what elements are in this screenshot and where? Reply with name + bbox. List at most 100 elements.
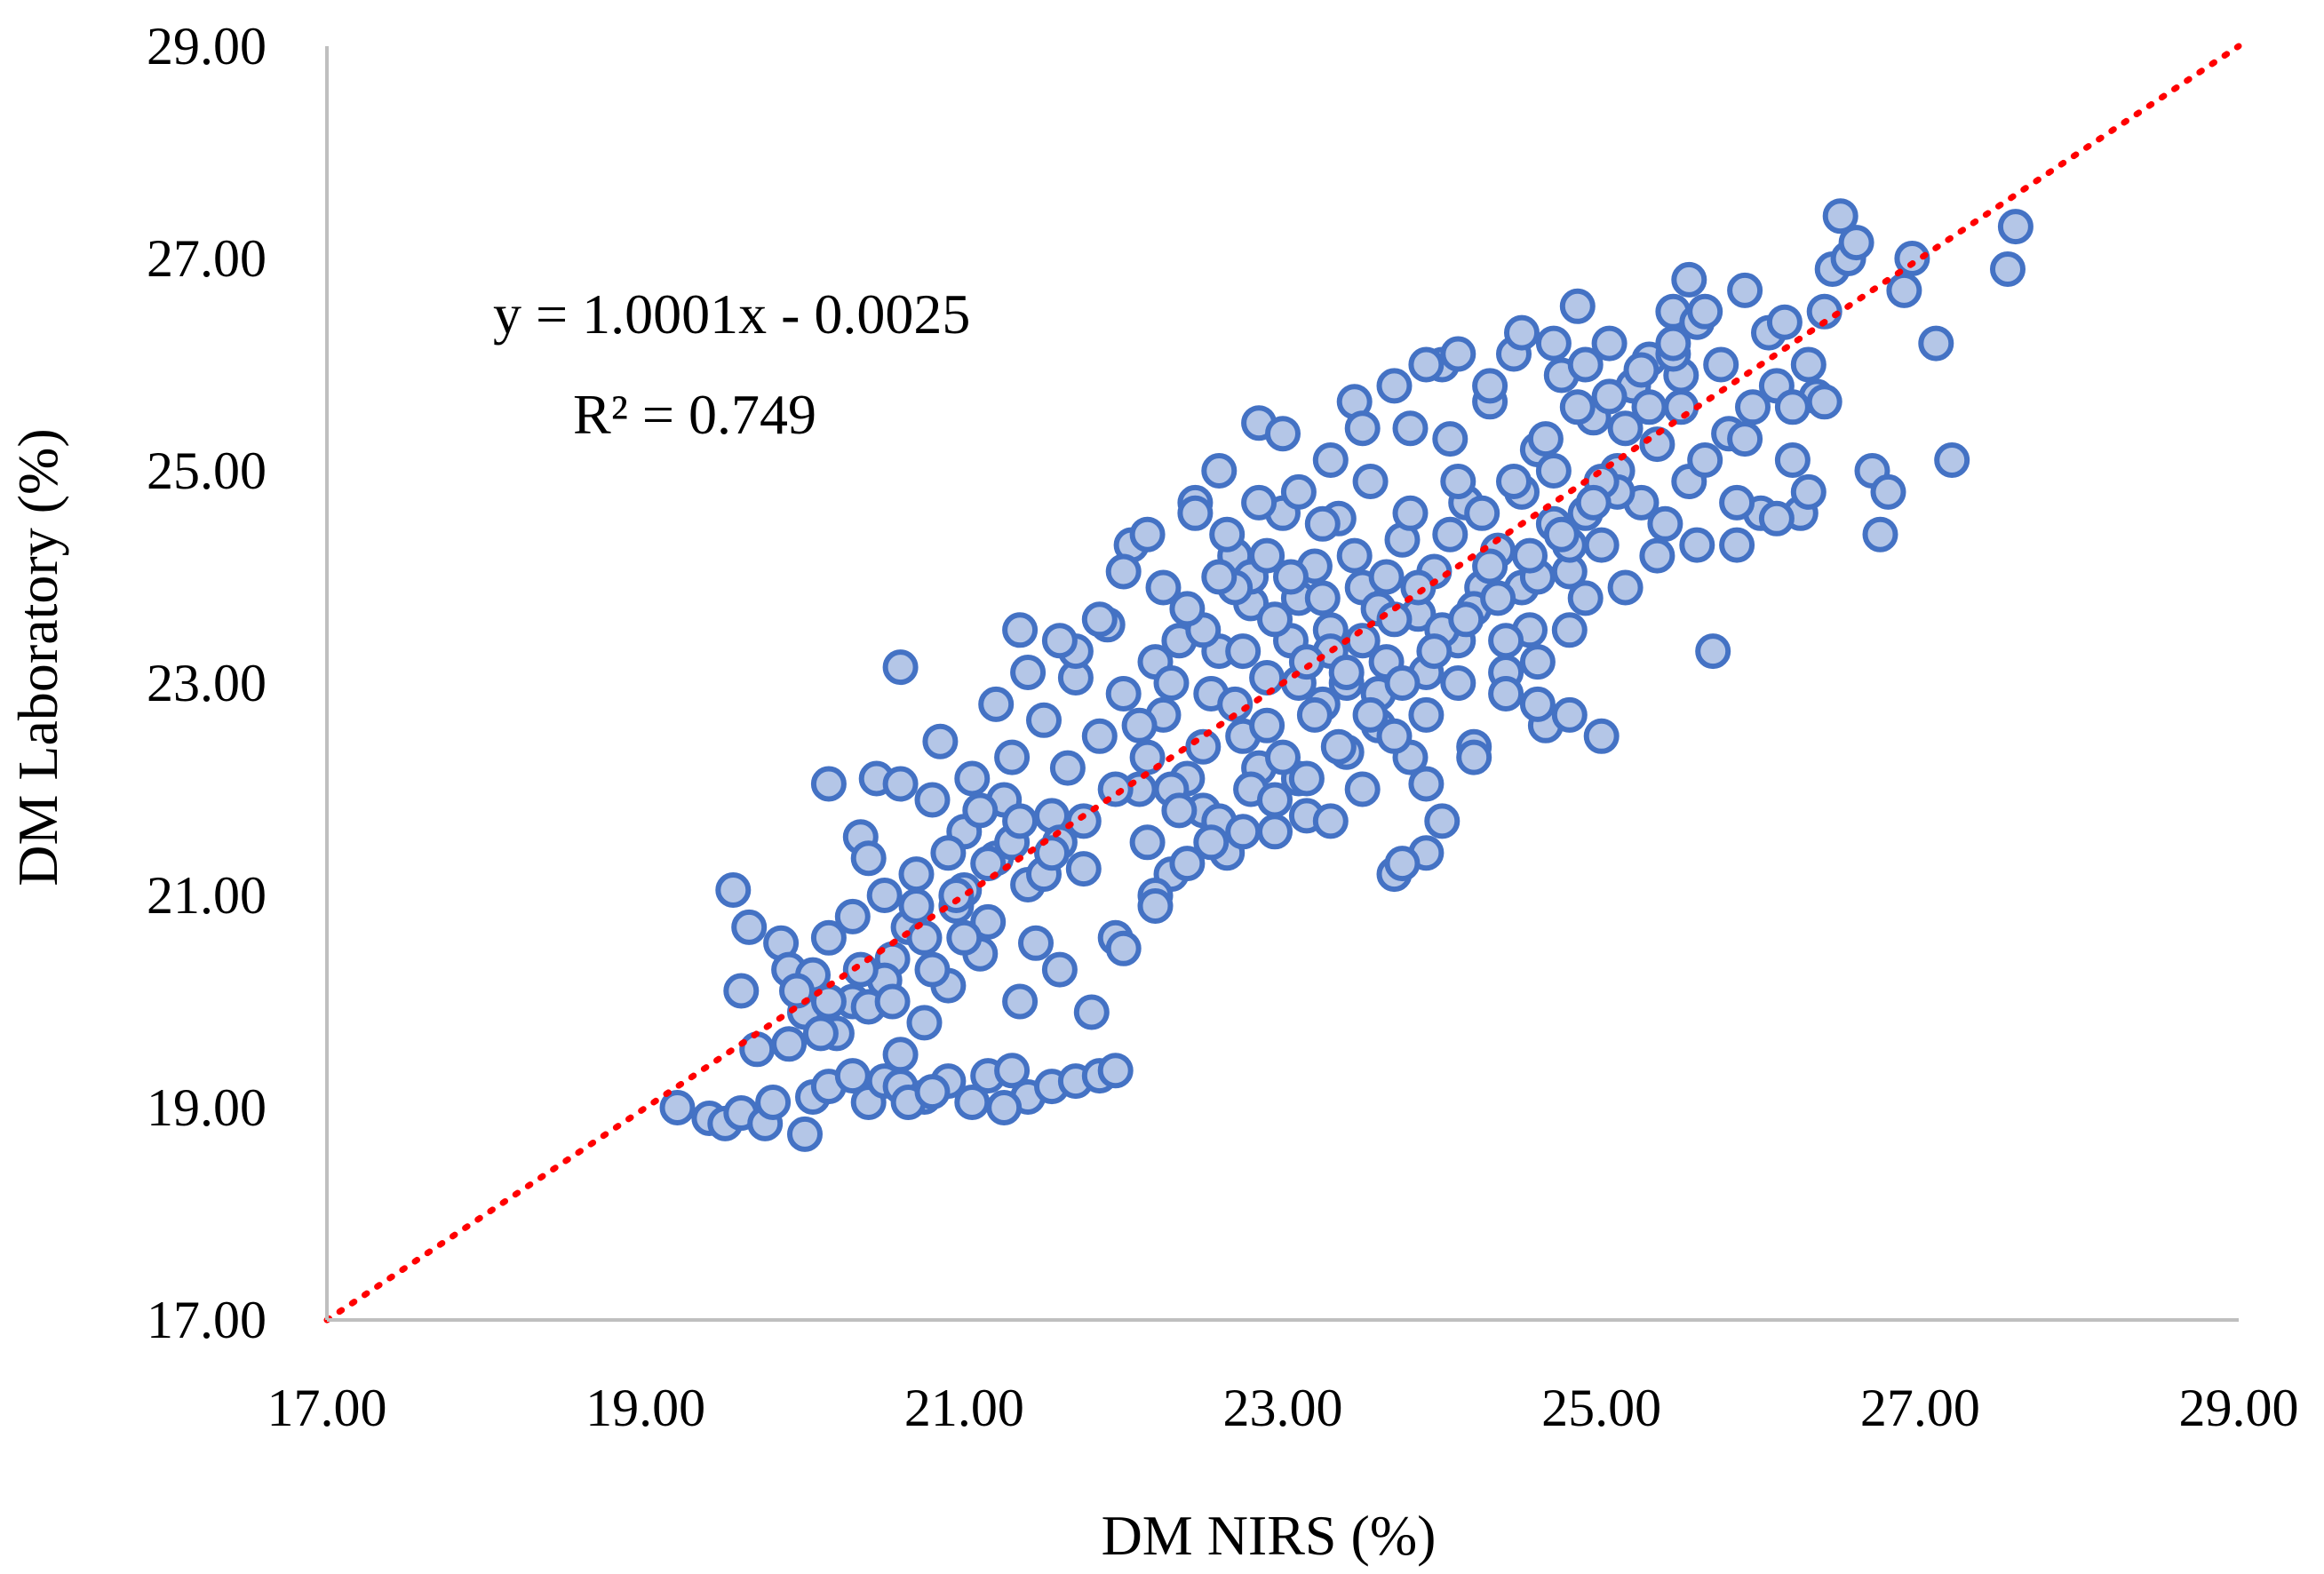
trendline-layer — [323, 43, 2242, 1324]
y-axis-title: DM Laboratory (%) — [6, 428, 69, 886]
data-point — [1472, 368, 1508, 404]
data-point — [723, 973, 760, 1009]
data-point — [1408, 766, 1445, 802]
data-point — [1002, 983, 1039, 1020]
data-point — [1559, 389, 1596, 425]
trendline — [323, 43, 2242, 1324]
data-point — [1249, 707, 1285, 743]
data-point — [1026, 702, 1062, 738]
data-point — [1758, 500, 1795, 537]
data-point — [1352, 696, 1389, 733]
data-point — [1488, 676, 1524, 711]
data-point — [1934, 442, 1970, 478]
data-point — [1535, 325, 1572, 362]
data-point — [970, 846, 1007, 882]
data-point — [1663, 389, 1699, 425]
data-point — [1273, 559, 1309, 595]
data-point — [922, 723, 959, 759]
data-point — [1543, 516, 1580, 552]
data-point — [1774, 389, 1811, 425]
data-point — [1806, 384, 1842, 420]
data-point — [994, 1053, 1031, 1089]
data-point — [1774, 442, 1811, 478]
data-point — [1997, 209, 2034, 245]
x-tick-label: 23.00 — [1223, 1379, 1343, 1437]
data-point — [810, 919, 847, 956]
data-point — [1241, 484, 1277, 521]
data-point — [1727, 421, 1763, 457]
y-tick-label: 17.00 — [147, 1291, 267, 1349]
data-point — [1424, 803, 1460, 839]
data-point — [1591, 325, 1628, 362]
data-point — [1671, 261, 1707, 298]
data-point — [914, 1074, 951, 1110]
data-point — [1440, 336, 1476, 372]
data-point — [1288, 760, 1325, 797]
data-point — [898, 888, 935, 924]
data-point — [1567, 580, 1604, 616]
data-point — [1695, 633, 1731, 670]
data-point — [906, 919, 943, 956]
data-point — [1551, 696, 1588, 733]
data-point — [1129, 824, 1166, 861]
data-point — [1790, 473, 1827, 510]
data-point — [1328, 655, 1365, 690]
data-point — [1081, 601, 1118, 638]
data-point — [1735, 389, 1771, 425]
r-squared-label: R² = 0.749 — [573, 383, 816, 446]
data-point — [914, 951, 951, 988]
data-point — [1105, 930, 1142, 966]
x-tick-label: 19.00 — [585, 1379, 705, 1437]
data-point — [1312, 803, 1349, 839]
y-tick-label: 23.00 — [147, 654, 267, 712]
x-tick-label: 21.00 — [904, 1379, 1024, 1437]
data-point — [1703, 346, 1739, 383]
data-point — [962, 792, 999, 829]
y-tick-label: 25.00 — [147, 441, 267, 500]
data-point — [1440, 665, 1476, 701]
y-tick-labels: 17.00 19.00 21.00 23.00 25.00 27.00 29.00 — [147, 17, 267, 1349]
data-point — [1209, 516, 1246, 552]
data-point — [1440, 464, 1476, 499]
data-point — [1257, 782, 1293, 818]
y-tick-label: 29.00 — [147, 17, 267, 76]
data-point — [715, 872, 752, 908]
x-tick-labels: 17.00 19.00 21.00 23.00 25.00 27.00 29.00 — [267, 1379, 2299, 1437]
data-point — [1002, 612, 1039, 648]
data-point — [1280, 473, 1317, 510]
data-point — [1535, 453, 1572, 489]
data-point — [1002, 803, 1039, 839]
data-point — [1225, 633, 1261, 670]
data-point — [1169, 591, 1206, 627]
data-point — [906, 1005, 943, 1041]
data-point — [1049, 750, 1086, 786]
data-point — [1073, 994, 1110, 1030]
x-tick-label: 17.00 — [267, 1379, 387, 1437]
data-point — [1886, 272, 1922, 308]
y-tick-label: 21.00 — [147, 866, 267, 925]
data-point — [1320, 728, 1357, 765]
data-point — [1312, 442, 1349, 478]
data-point — [1097, 1053, 1134, 1089]
data-point — [1344, 410, 1381, 447]
data-point — [1249, 660, 1285, 696]
data-point — [1623, 352, 1659, 388]
data-point — [771, 1026, 808, 1062]
data-point — [986, 1090, 1023, 1125]
data-point — [1790, 346, 1827, 383]
data-point — [1408, 696, 1445, 733]
data-point — [1145, 569, 1182, 606]
data-point — [866, 878, 903, 913]
data-point — [1384, 665, 1421, 701]
data-point — [1121, 707, 1158, 743]
data-point — [874, 983, 911, 1020]
data-point — [834, 898, 871, 934]
data-point — [882, 649, 919, 686]
data-point — [1456, 739, 1492, 775]
data-point — [1527, 421, 1564, 457]
data-point — [1822, 198, 1858, 235]
data-point — [1679, 527, 1715, 563]
data-point — [1257, 601, 1293, 638]
data-point — [1591, 378, 1628, 415]
